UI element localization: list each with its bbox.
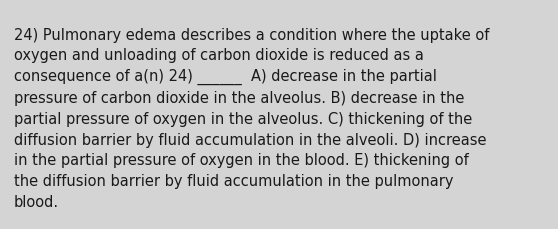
Text: 24) Pulmonary edema describes a condition where the uptake of
oxygen and unloadi: 24) Pulmonary edema describes a conditio… [14, 27, 489, 209]
